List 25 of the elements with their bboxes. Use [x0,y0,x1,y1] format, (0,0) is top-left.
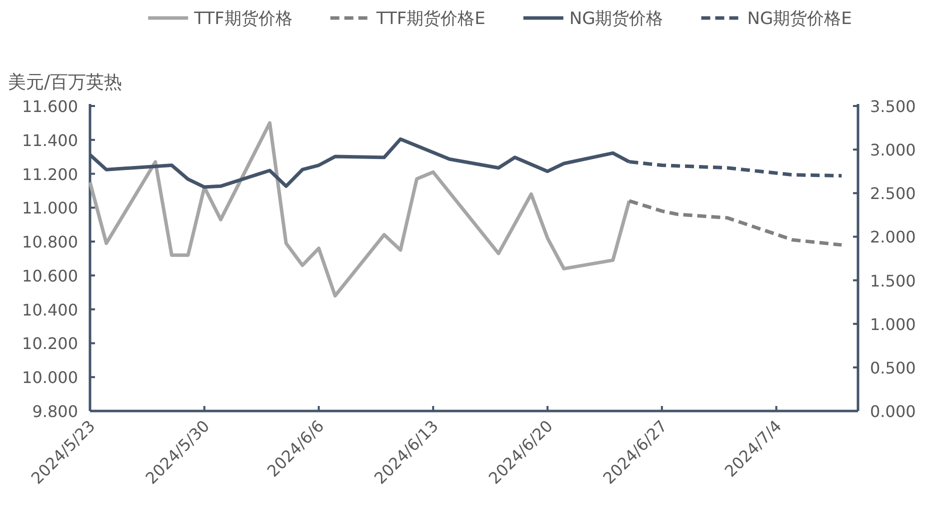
legend-label: NG期货价格E [747,9,852,29]
line-series [627,199,844,247]
y-tick-label: 9.800 [32,402,78,421]
legend-label: TTF期货价格E [375,9,486,29]
y2-tick-label: 3.000 [870,140,916,160]
y-tick-label: 10.600 [22,266,78,286]
y-tick-label: 10.200 [22,334,78,354]
y-tick-label: 11.400 [22,130,78,150]
y2-tick-label: 2.000 [870,228,916,247]
y2-tick-label: 3.500 [870,97,916,116]
y-tick-label: 10.000 [22,368,78,388]
y2-tick-label: 1.000 [870,314,916,334]
y-axis-title: 美元/百万英热 [8,72,122,93]
y2-tick-label: 0.500 [870,358,916,378]
y-tick-label: 11.200 [22,164,78,184]
y-tick-label: 10.400 [22,300,78,320]
y2-tick-label: 0.000 [870,402,916,421]
y-tick-label: 11.000 [22,198,78,218]
legend-label: TTF期货价格 [193,9,292,29]
y2-tick-label: 2.500 [870,184,916,204]
line-series [88,121,631,298]
y2-tick-label: 1.500 [870,271,916,290]
y-tick-label: 11.600 [22,97,78,116]
legend-label: NG期货价格 [569,9,664,29]
y-tick-label: 10.800 [22,232,78,252]
